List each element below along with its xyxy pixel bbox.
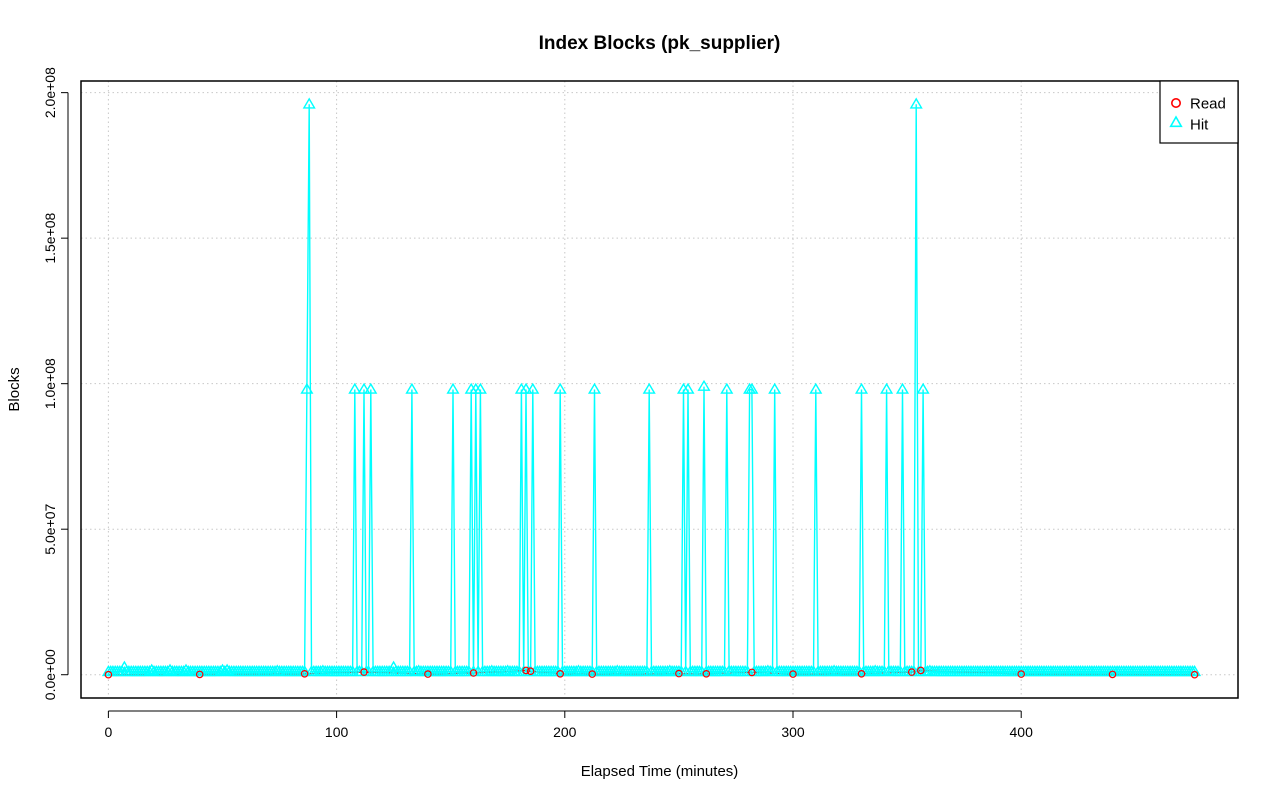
hit-point xyxy=(809,382,823,394)
legend-read-label: Read xyxy=(1190,96,1226,113)
hit-point xyxy=(642,382,656,394)
y-tick-label: 2.0e+08 xyxy=(42,67,58,118)
hit-series-markers xyxy=(101,97,1202,677)
read-point xyxy=(526,667,535,676)
read-point xyxy=(556,669,565,678)
hit-point xyxy=(473,382,487,394)
hit-point xyxy=(681,382,695,394)
x-tick-label: 200 xyxy=(553,724,577,740)
read-point xyxy=(424,670,432,678)
read-series-markers xyxy=(104,666,1199,679)
read-point xyxy=(1108,670,1117,679)
read-point xyxy=(469,669,478,677)
hit-point xyxy=(298,665,312,677)
hit-point xyxy=(720,382,734,394)
read-point xyxy=(789,670,797,678)
hit-point xyxy=(519,382,533,394)
legend-read-marker xyxy=(1171,98,1182,109)
legend: Read Hit xyxy=(1159,80,1239,144)
hit-point xyxy=(526,382,540,394)
hit-point xyxy=(587,382,602,394)
read-point xyxy=(1190,670,1199,679)
hit-point xyxy=(348,382,362,394)
read-point xyxy=(916,666,925,675)
x-tick-label: 400 xyxy=(1010,724,1034,740)
hit-point xyxy=(909,97,923,109)
hit-point xyxy=(740,665,754,677)
legend-hit-marker xyxy=(1169,115,1183,128)
read-point xyxy=(748,668,756,677)
hit-point xyxy=(553,382,567,394)
hit-point xyxy=(364,382,378,394)
hit-point xyxy=(916,382,930,394)
hit-point xyxy=(300,382,314,394)
read-point xyxy=(857,669,866,678)
y-tick-label: 1.0e+08 xyxy=(42,358,58,409)
read-point xyxy=(300,669,309,678)
hit-point xyxy=(880,382,894,394)
x-tick-label: 100 xyxy=(325,724,349,740)
read-point xyxy=(104,670,113,679)
chart-title: Index Blocks (pk_supplier) xyxy=(539,33,781,54)
read-point xyxy=(1017,670,1026,678)
hit-point xyxy=(854,382,869,394)
read-point xyxy=(907,668,916,676)
y-tick-label: 0.0e+00 xyxy=(42,649,58,700)
y-tick-label: 5.0e+07 xyxy=(42,503,58,554)
hit-point xyxy=(405,382,419,394)
x-tick-label: 300 xyxy=(781,724,805,740)
hit-point xyxy=(895,382,910,394)
hit-point xyxy=(745,382,759,394)
legend-hit-label: Hit xyxy=(1190,117,1209,134)
x-axis-label: Elapsed Time (minutes) xyxy=(581,763,739,780)
hit-point xyxy=(302,97,316,109)
legend-box xyxy=(1159,80,1239,144)
read-point xyxy=(588,670,597,678)
x-tick-label: 0 xyxy=(104,724,112,740)
read-point xyxy=(702,669,711,678)
read-point xyxy=(675,669,683,678)
hit-point xyxy=(357,382,371,394)
read-point xyxy=(195,670,204,679)
hit-point xyxy=(446,382,460,394)
y-tick-label: 1.5e+08 xyxy=(42,212,58,263)
read-point xyxy=(360,668,368,676)
y-axis-label: Blocks xyxy=(6,367,23,411)
hit-point xyxy=(1188,665,1202,677)
read-point xyxy=(522,666,530,675)
hit-point xyxy=(768,382,782,394)
plot-frame xyxy=(80,80,1239,699)
hit-point xyxy=(697,379,711,391)
axes: 0 100 200 300 400 0.0e+00 5.0e+07 1.0e+08 1.5e+0… xyxy=(42,67,1033,740)
